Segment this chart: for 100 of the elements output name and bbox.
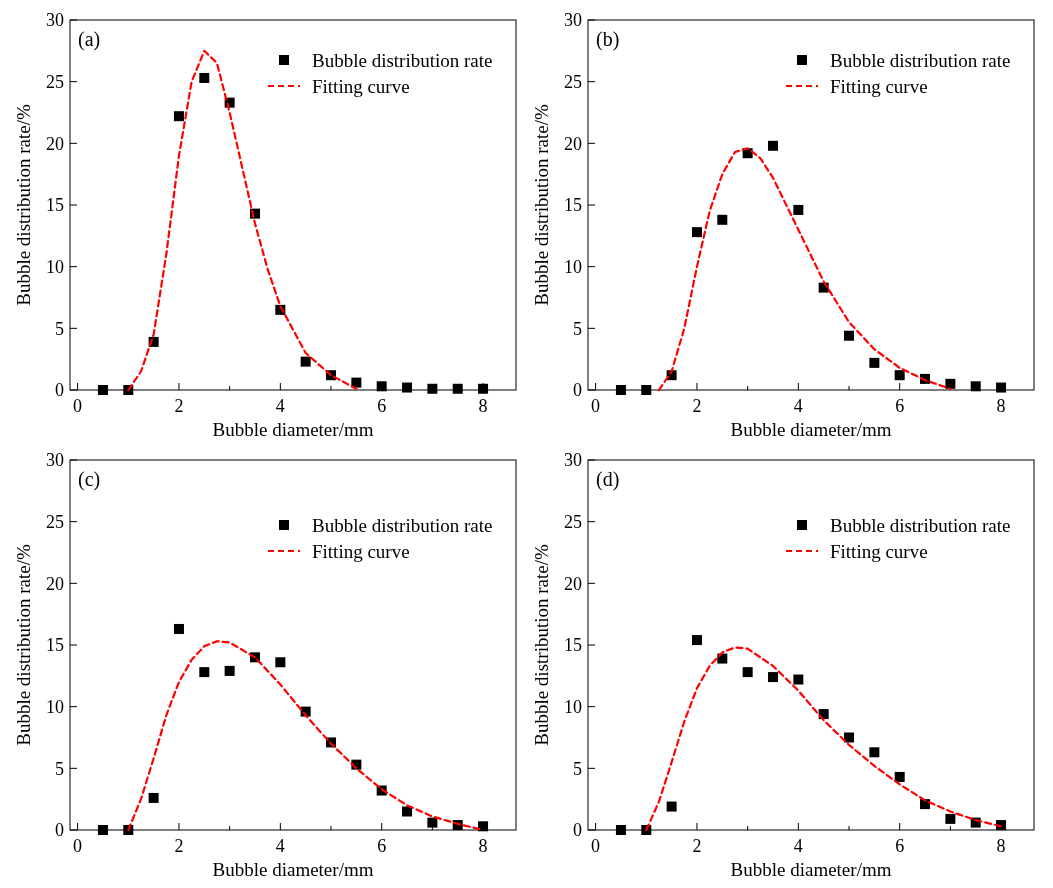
- point: [767, 672, 778, 683]
- y-tick-label: 5: [573, 318, 582, 339]
- y-tick-label: 5: [573, 758, 582, 779]
- x-tick-label: 8: [478, 396, 488, 416]
- y-tick-label: 0: [55, 820, 64, 841]
- legend-label: Bubble distribution rate: [312, 514, 493, 536]
- point: [427, 383, 438, 394]
- point: [275, 657, 286, 668]
- y-tick-label: 25: [46, 71, 64, 92]
- legend-label: Fitting curve: [312, 540, 410, 562]
- x-tick-label: 0: [73, 836, 83, 856]
- point: [844, 732, 855, 743]
- point: [945, 813, 956, 824]
- y-tick-label: 15: [46, 635, 64, 656]
- y-tick-label: 20: [564, 133, 582, 154]
- point: [173, 111, 184, 122]
- point: [97, 385, 108, 395]
- point: [300, 356, 311, 367]
- legend-label: Bubble distribution rate: [312, 49, 493, 71]
- annotation: (b): [596, 28, 620, 51]
- y-tick-label: 20: [46, 133, 64, 154]
- x-tick-label: 4: [793, 396, 803, 416]
- legend-label: Fitting curve: [830, 540, 928, 562]
- point: [869, 357, 880, 368]
- x-tick-label: 6: [377, 396, 387, 416]
- y-tick-label: 20: [564, 573, 582, 594]
- y-tick-label: 5: [55, 758, 64, 779]
- y-axis-title: Bubble distribution rate/%: [13, 544, 34, 746]
- y-tick-label: 15: [46, 195, 64, 216]
- x-tick-label: 6: [895, 396, 905, 416]
- y-tick-label: 10: [46, 696, 64, 717]
- point: [717, 214, 728, 225]
- point: [199, 667, 210, 678]
- y-axis-title: Bubble distribution rate/%: [13, 104, 34, 306]
- x-tick-label: 8: [996, 396, 1006, 416]
- y-tick-label: 0: [573, 820, 582, 841]
- x-axis-title: Bubble diameter/mm: [212, 859, 374, 880]
- point: [402, 806, 413, 817]
- point: [793, 204, 804, 215]
- point: [666, 801, 677, 812]
- y-tick-label: 5: [55, 318, 64, 339]
- point: [402, 382, 413, 393]
- point: [148, 792, 159, 803]
- point: [717, 653, 728, 664]
- y-tick-label: 30: [46, 450, 64, 471]
- annotation: (d): [596, 468, 620, 491]
- point: [478, 821, 489, 832]
- point: [894, 370, 905, 381]
- point: [945, 378, 956, 389]
- annotation: (a): [78, 28, 101, 51]
- point: [869, 747, 880, 758]
- point: [894, 771, 905, 782]
- annotation: (c): [78, 468, 101, 491]
- x-axis-title: Bubble diameter/mm: [212, 419, 374, 440]
- point: [844, 330, 855, 341]
- x-axis-title: Bubble diameter/mm: [730, 859, 892, 880]
- x-tick-label: 8: [478, 836, 488, 856]
- x-tick-label: 8: [996, 836, 1006, 856]
- point: [767, 140, 778, 151]
- y-tick-label: 30: [46, 10, 64, 31]
- y-tick-label: 10: [46, 256, 64, 277]
- point: [351, 377, 362, 388]
- point: [376, 381, 387, 392]
- point: [427, 817, 438, 828]
- legend-label: Fitting curve: [830, 75, 928, 97]
- y-tick-label: 30: [564, 10, 582, 31]
- legend-label: Fitting curve: [312, 75, 410, 97]
- point: [173, 623, 184, 634]
- x-axis-title: Bubble diameter/mm: [730, 419, 892, 440]
- x-tick-label: 0: [591, 396, 601, 416]
- x-tick-label: 2: [692, 836, 702, 856]
- y-tick-label: 10: [564, 256, 582, 277]
- x-tick-label: 6: [377, 836, 387, 856]
- point: [970, 381, 981, 392]
- x-tick-label: 2: [174, 396, 184, 416]
- point: [691, 227, 702, 238]
- point: [452, 383, 463, 394]
- x-tick-label: 2: [692, 396, 702, 416]
- x-tick-label: 6: [895, 836, 905, 856]
- y-tick-label: 20: [46, 573, 64, 594]
- y-tick-label: 0: [55, 380, 64, 401]
- point: [641, 385, 652, 395]
- point: [224, 665, 235, 676]
- point: [97, 825, 108, 835]
- legend-label: Bubble distribution rate: [830, 514, 1011, 536]
- point: [199, 72, 210, 83]
- x-tick-label: 4: [275, 836, 285, 856]
- point: [615, 385, 626, 395]
- x-tick-label: 4: [275, 396, 285, 416]
- y-tick-label: 25: [46, 511, 64, 532]
- y-tick-label: 15: [564, 195, 582, 216]
- point: [691, 635, 702, 646]
- y-tick-label: 25: [564, 71, 582, 92]
- point: [478, 383, 489, 394]
- y-axis-title: Bubble distribution rate/%: [531, 544, 552, 746]
- point: [742, 667, 753, 678]
- x-tick-label: 4: [793, 836, 803, 856]
- y-tick-label: 10: [564, 696, 582, 717]
- point: [996, 382, 1007, 393]
- y-tick-label: 15: [564, 635, 582, 656]
